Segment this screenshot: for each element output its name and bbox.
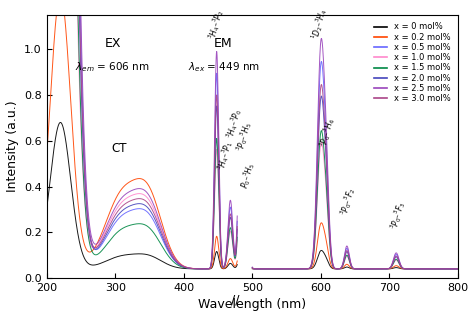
- Y-axis label: Intensity (a.u.): Intensity (a.u.): [6, 101, 18, 192]
- Text: $^3H_4$–$^3P_2$: $^3H_4$–$^3P_2$: [206, 9, 227, 41]
- Text: $P_0$–$^3H_5$: $P_0$–$^3H_5$: [237, 161, 258, 190]
- X-axis label: Wavelength (nm): Wavelength (nm): [198, 298, 306, 311]
- Text: EM: EM: [214, 36, 233, 49]
- Text: $^3P_0$–$^3H_5$: $^3P_0$–$^3H_5$: [234, 121, 255, 153]
- Text: $^3P_0$–$^3F_2$: $^3P_0$–$^3F_2$: [338, 186, 359, 217]
- Text: $^3H_4$–$^3P_1$: $^3H_4$–$^3P_1$: [214, 139, 236, 172]
- Text: $\lambda_{em}$ = 606 nm: $\lambda_{em}$ = 606 nm: [75, 60, 150, 74]
- Text: EX: EX: [104, 36, 121, 49]
- Text: $^1D_2$–$^3H_4$: $^1D_2$–$^3H_4$: [309, 7, 330, 41]
- Text: //: //: [231, 294, 239, 307]
- Text: $\lambda_{ex}$ = 449 nm: $\lambda_{ex}$ = 449 nm: [188, 60, 259, 74]
- Text: $^3P_0$–$^3F_3$: $^3P_0$–$^3F_3$: [387, 200, 408, 231]
- Legend: x = 0 mol%, x = 0.2 mol%, x = 0.5 mol%, x = 1.0 mol%, x = 1.5 mol%, x = 2.0 mol%: x = 0 mol%, x = 0.2 mol%, x = 0.5 mol%, …: [371, 19, 454, 107]
- Text: $^3H_4$–$^3P_0$: $^3H_4$–$^3P_0$: [223, 107, 245, 140]
- Text: CT: CT: [111, 142, 127, 155]
- Text: $^3P_0$–$^3H_6$: $^3P_0$–$^3H_6$: [317, 116, 338, 149]
